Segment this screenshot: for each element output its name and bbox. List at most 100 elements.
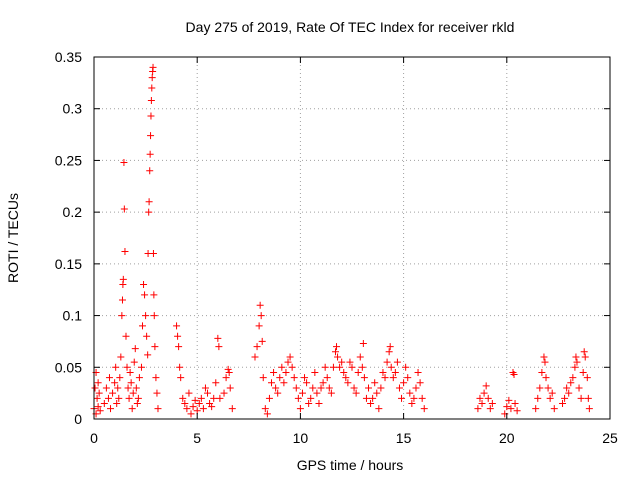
- data-point: [307, 394, 315, 402]
- x-tick-label: 5: [193, 430, 201, 446]
- data-point: [152, 374, 160, 382]
- data-point: [133, 399, 141, 407]
- data-point: [255, 322, 263, 330]
- data-point: [104, 394, 112, 402]
- data-point: [278, 363, 286, 371]
- data-point: [191, 396, 199, 404]
- data-point: [222, 374, 230, 382]
- data-point: [130, 358, 138, 366]
- data-point: [116, 374, 124, 382]
- data-point: [100, 399, 108, 407]
- data-point: [362, 394, 370, 402]
- data-point: [195, 399, 203, 407]
- data-point: [102, 384, 110, 392]
- data-point: [567, 379, 575, 387]
- data-point: [147, 112, 155, 120]
- data-point: [183, 405, 191, 413]
- data-point: [189, 403, 197, 411]
- y-axis-label: ROTI / TECUs: [5, 193, 21, 283]
- data-point: [350, 384, 358, 392]
- data-point: [148, 74, 156, 82]
- data-point: [542, 374, 550, 382]
- data-point: [173, 322, 181, 330]
- data-point: [94, 379, 102, 387]
- data-point: [284, 358, 292, 366]
- data-point: [476, 394, 484, 402]
- data-point: [256, 301, 264, 309]
- data-point: [212, 379, 220, 387]
- data-point: [484, 394, 492, 402]
- data-point: [581, 353, 589, 361]
- data-point: [503, 403, 511, 411]
- data-point: [309, 384, 317, 392]
- data-point: [534, 394, 542, 402]
- data-point: [141, 291, 149, 299]
- data-point: [301, 374, 309, 382]
- data-point: [544, 384, 552, 392]
- data-point: [584, 394, 592, 402]
- y-tick-label: 0.35: [55, 49, 82, 65]
- data-point: [418, 394, 426, 402]
- data-point: [137, 363, 145, 371]
- data-point: [146, 150, 154, 158]
- data-point: [371, 379, 379, 387]
- data-point: [125, 394, 133, 402]
- data-point: [122, 332, 130, 340]
- data-point: [296, 405, 304, 413]
- data-point: [569, 374, 577, 382]
- data-point: [261, 405, 269, 413]
- data-point: [294, 394, 302, 402]
- data-point: [359, 339, 367, 347]
- data-point: [280, 379, 288, 387]
- data-point: [147, 132, 155, 140]
- data-point: [251, 353, 259, 361]
- data-point: [214, 334, 222, 342]
- data-point: [375, 405, 383, 413]
- x-tick-label: 25: [602, 430, 618, 446]
- data-point: [393, 358, 401, 366]
- x-axis-label: GPS time / hours: [297, 457, 404, 473]
- data-point: [536, 384, 544, 392]
- data-point: [561, 394, 569, 402]
- data-point: [317, 384, 325, 392]
- data-point: [119, 275, 127, 283]
- data-point: [276, 374, 284, 382]
- data-point: [342, 374, 350, 382]
- x-tick-labels: 0 5 10 15 20 25: [90, 430, 618, 446]
- data-point: [105, 374, 113, 382]
- data-point: [263, 410, 271, 418]
- data-point: [565, 389, 573, 397]
- data-point: [377, 384, 385, 392]
- data-point: [257, 312, 265, 320]
- data-point: [288, 363, 296, 371]
- data-point: [292, 384, 300, 392]
- data-point: [149, 63, 157, 71]
- data-point: [391, 368, 399, 376]
- data-point: [128, 405, 136, 413]
- x-tick-label: 20: [499, 430, 515, 446]
- data-point: [577, 394, 585, 402]
- data-point: [112, 363, 120, 371]
- data-point: [259, 374, 267, 382]
- data-point: [416, 379, 424, 387]
- data-point: [151, 343, 159, 351]
- y-tick-label: 0.15: [55, 256, 82, 272]
- data-point: [129, 389, 137, 397]
- data-point: [96, 407, 104, 415]
- data-point: [176, 363, 184, 371]
- data-point: [365, 384, 373, 392]
- data-point: [265, 394, 273, 402]
- data-point: [313, 389, 321, 397]
- grid-lines: [94, 57, 610, 419]
- data-point: [352, 389, 360, 397]
- data-point: [93, 394, 101, 402]
- data-point: [274, 389, 282, 397]
- data-point: [507, 405, 515, 413]
- data-point: [154, 405, 162, 413]
- data-point: [150, 291, 158, 299]
- data-point: [340, 368, 348, 376]
- data-point: [319, 379, 327, 387]
- data-point: [406, 389, 414, 397]
- data-point: [185, 389, 193, 397]
- data-point: [268, 379, 276, 387]
